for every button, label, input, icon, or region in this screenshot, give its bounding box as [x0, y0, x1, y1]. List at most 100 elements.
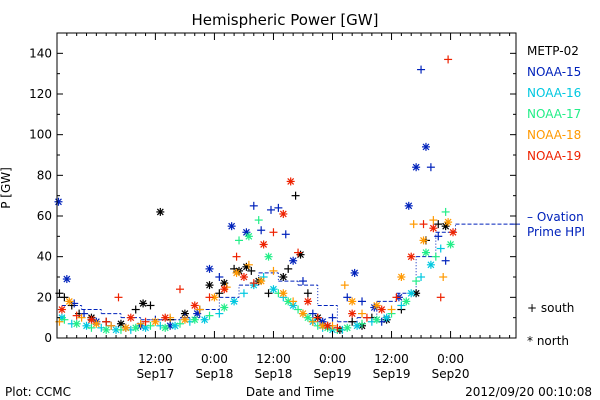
data-point	[444, 55, 453, 64]
data-point	[303, 289, 312, 298]
data-point	[409, 220, 418, 229]
data-point	[333, 323, 342, 332]
data-point-stroke	[407, 289, 415, 297]
data-point	[372, 301, 381, 310]
data-point-stroke	[402, 297, 410, 305]
data-point-stroke	[151, 318, 159, 326]
data-point-stroke	[161, 324, 169, 332]
data-point-stroke	[161, 314, 169, 322]
data-point	[446, 240, 455, 249]
data-point	[397, 273, 406, 281]
data-point	[289, 297, 298, 306]
data-point	[205, 293, 214, 302]
data-point	[215, 289, 224, 298]
data-point-stroke	[348, 297, 356, 305]
data-point-stroke	[156, 208, 164, 216]
legend-entry: NOAA-16	[527, 86, 581, 100]
y-tick-label: 60	[37, 209, 52, 223]
data-point-stroke	[378, 306, 386, 313]
data-point-stroke	[444, 218, 452, 226]
data-point	[60, 315, 69, 324]
data-point-stroke	[240, 273, 248, 281]
x-tick-time-label: 0:00	[319, 352, 346, 366]
data-point	[146, 321, 155, 330]
data-point	[348, 317, 357, 326]
data-point-stroke	[242, 228, 250, 236]
data-point	[387, 305, 396, 314]
data-point	[449, 228, 458, 237]
data-point-stroke	[83, 322, 90, 330]
data-point	[114, 293, 123, 302]
data-point	[412, 289, 421, 298]
data-point	[313, 313, 322, 322]
legend-north-marker: * north	[527, 334, 569, 348]
data-point	[372, 315, 381, 324]
data-point	[402, 297, 411, 306]
chart-title: Hemispheric Power [GW]	[192, 11, 379, 29]
data-point	[92, 319, 101, 328]
x-tick-time-label: 12:00	[256, 352, 291, 366]
data-point	[131, 305, 140, 314]
data-point-stroke	[65, 297, 73, 305]
data-point	[404, 201, 413, 210]
data-point-stroke	[122, 324, 130, 332]
legend-entry: NOAA-19	[527, 149, 581, 163]
data-point	[230, 297, 239, 306]
data-point	[323, 321, 332, 330]
data-point	[232, 268, 241, 277]
legend-entry: NOAA-17	[527, 107, 581, 121]
data-point-stroke	[260, 241, 268, 248]
data-point	[343, 323, 352, 332]
data-point	[87, 315, 96, 324]
data-point	[279, 209, 288, 218]
data-point-stroke	[412, 289, 420, 297]
data-point	[107, 321, 116, 330]
x-tick-time-label: 0:00	[437, 352, 464, 366]
data-point-stroke	[304, 297, 312, 305]
data-point	[220, 285, 229, 294]
y-tick-label: 40	[37, 250, 52, 264]
data-point-stroke	[102, 326, 110, 334]
data-point	[294, 305, 303, 314]
data-point	[257, 226, 266, 235]
data-point	[407, 289, 416, 298]
data-point	[131, 323, 140, 332]
data-point	[161, 313, 170, 322]
data-point	[264, 252, 273, 261]
data-point	[205, 281, 214, 290]
data-point-stroke	[206, 265, 213, 273]
footer-timestamp: 2012/09/20 00:10:08	[465, 385, 592, 399]
data-point	[392, 293, 401, 302]
data-point	[82, 321, 91, 330]
data-point-stroke	[139, 300, 147, 307]
data-point	[298, 277, 307, 286]
data-point	[412, 277, 421, 286]
data-point	[377, 305, 386, 314]
data-point	[54, 197, 63, 206]
data-point-stroke	[351, 269, 359, 277]
data-point	[227, 222, 236, 231]
data-point	[249, 201, 258, 210]
data-point	[151, 317, 160, 326]
data-point-stroke	[299, 310, 307, 318]
data-point	[397, 301, 406, 310]
data-point-stroke	[228, 222, 236, 230]
data-point	[259, 273, 268, 281]
ovation-label-line2: Prime HPI	[527, 225, 585, 239]
data-point	[429, 224, 438, 233]
y-tick-label: 80	[37, 168, 52, 182]
data-point	[436, 244, 445, 253]
data-point	[190, 315, 199, 324]
data-point	[244, 232, 253, 241]
data-point-stroke	[58, 306, 66, 313]
data-point-stroke	[383, 314, 391, 322]
data-point-stroke	[319, 322, 327, 330]
data-point	[358, 309, 367, 318]
data-point-stroke	[420, 236, 427, 244]
data-point-stroke	[92, 320, 100, 328]
axes-layer: 02040608010012014012:00Sep170:00Sep1812:…	[29, 32, 517, 381]
y-tick-label: 20	[37, 290, 52, 304]
data-point	[348, 309, 357, 318]
data-point	[141, 317, 150, 326]
data-point	[350, 268, 359, 277]
